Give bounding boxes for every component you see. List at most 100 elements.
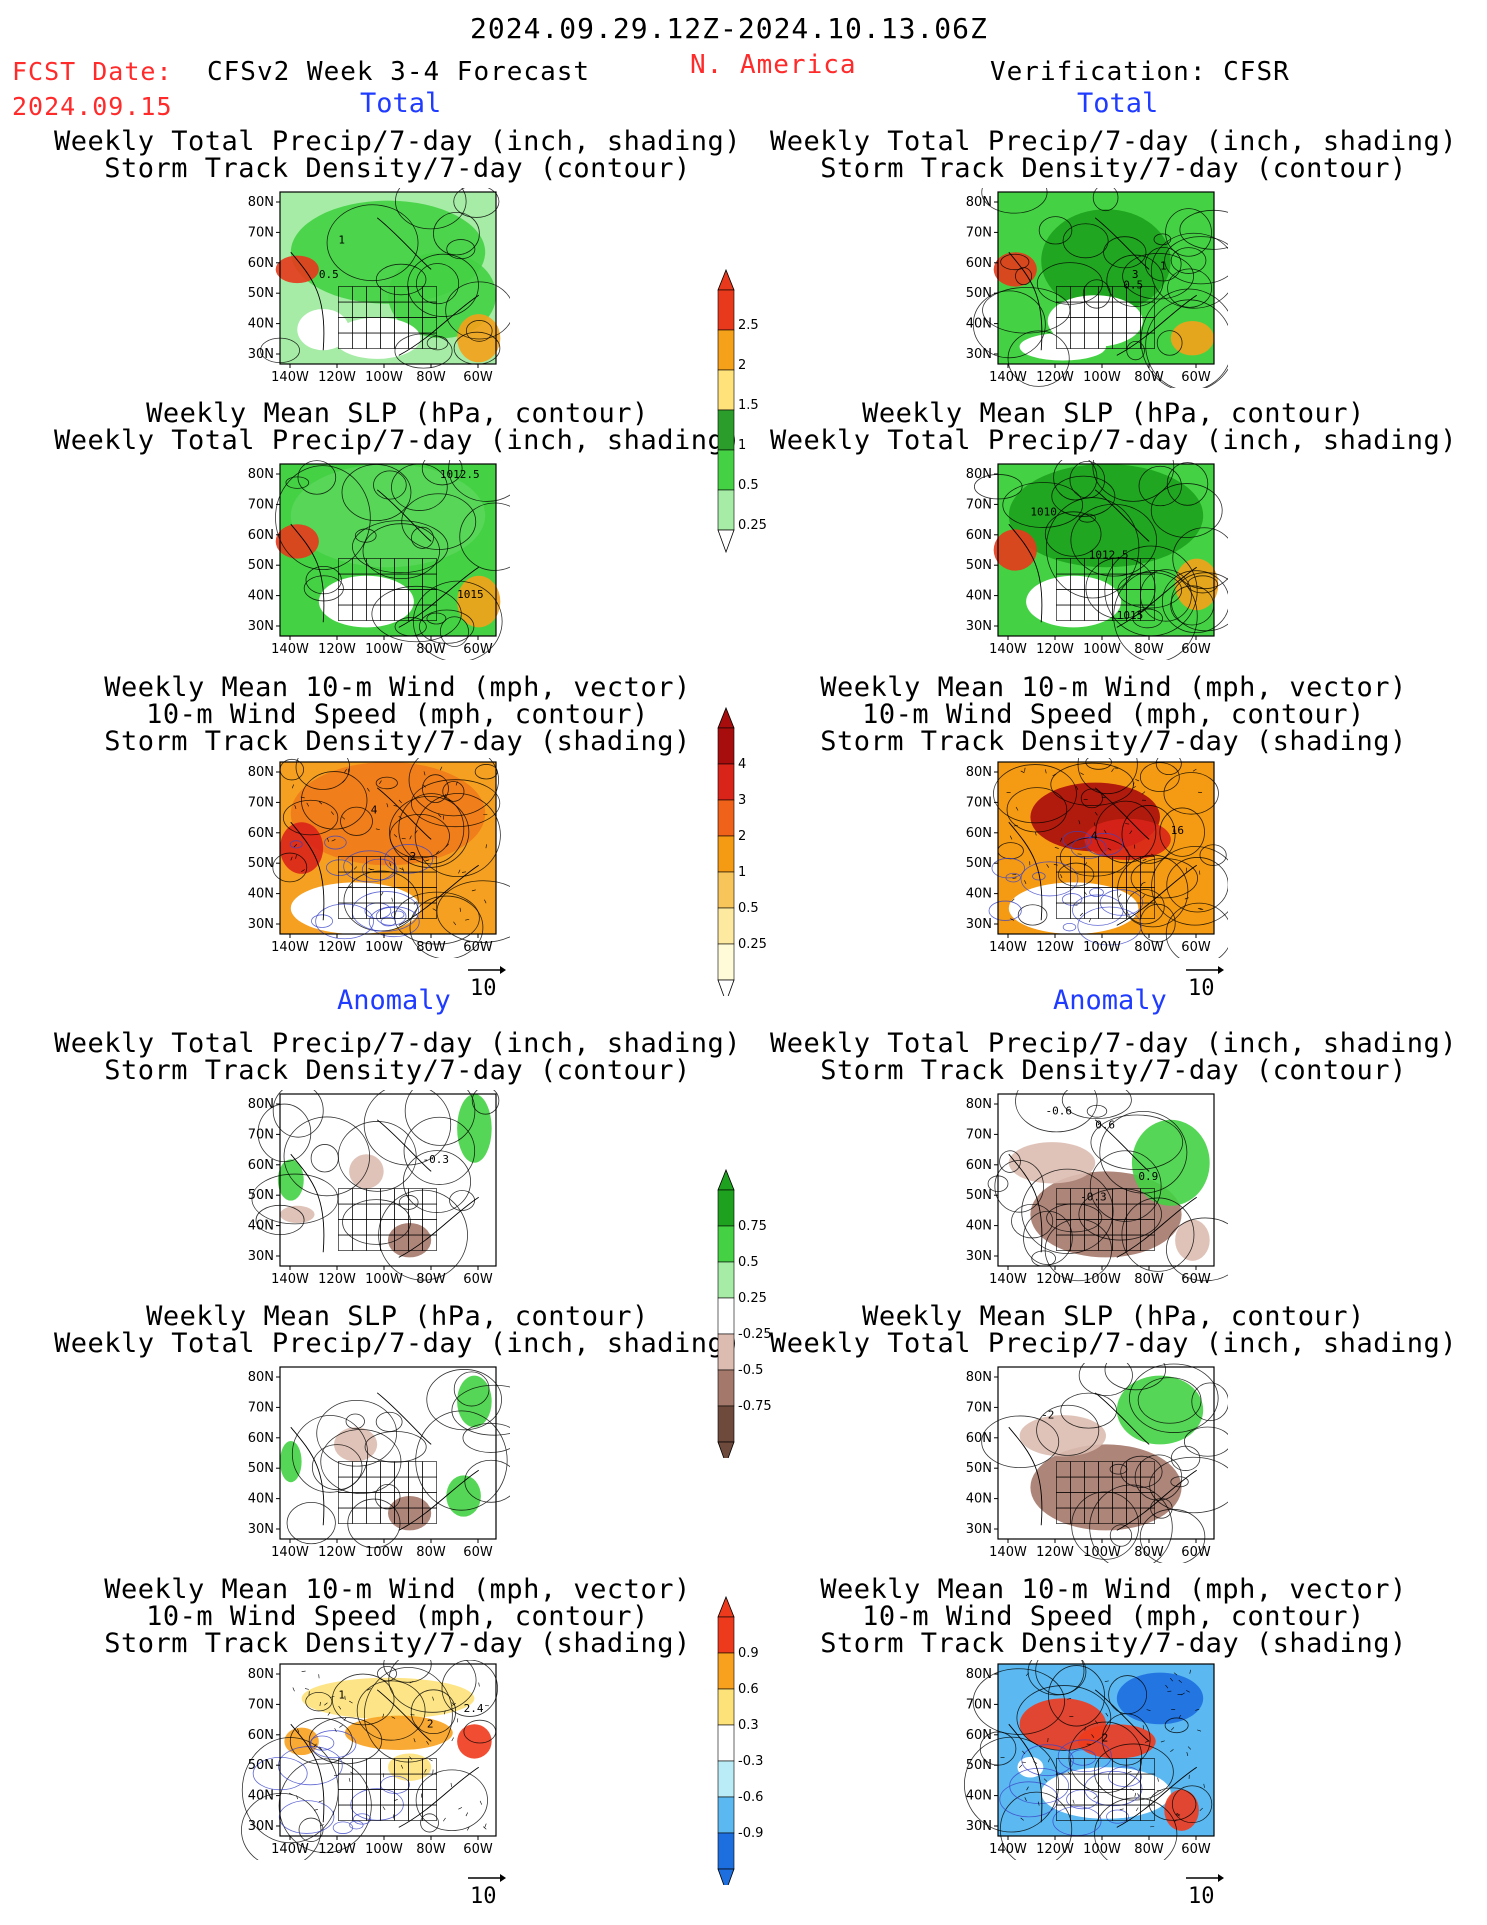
- contour-line: [285, 476, 310, 489]
- contour-line: [459, 502, 510, 571]
- contour-label: 1015: [1117, 609, 1144, 622]
- map-precip-storm-verify: 30.5 1 80N 70N 60N 50N 40N 30N 140W 120W 100W 80W 60…: [966, 188, 1228, 388]
- shading-patch: [1175, 1219, 1210, 1261]
- contour-label: 4: [1091, 829, 1098, 842]
- lat-tick-label: 60N: [248, 1728, 274, 1743]
- wind-vector: [350, 1771, 354, 1775]
- wind-vector: [1176, 1813, 1180, 1817]
- wind-vector: [426, 1741, 429, 1745]
- wind-vector: [1197, 907, 1202, 910]
- us-state-boundaries: [1056, 1461, 1155, 1524]
- wind-vector: [292, 1687, 295, 1692]
- contour-line: [286, 1501, 336, 1545]
- lon-tick-label: 140W: [989, 1842, 1027, 1857]
- lat-tick-label: 70N: [966, 1400, 992, 1415]
- lat-tick-label: 30N: [966, 917, 992, 932]
- wind-vector: [391, 897, 394, 902]
- lat-tick-label: 30N: [248, 917, 274, 932]
- contour-line: [411, 526, 434, 549]
- lat-tick-label: 40N: [966, 317, 992, 332]
- wind-vector: [471, 889, 476, 892]
- contour-line: [464, 1459, 510, 1503]
- wind-vector: [327, 837, 329, 842]
- lon-tick-label: 140W: [271, 940, 309, 955]
- contour-line: [1016, 1685, 1112, 1751]
- title-line: Storm Track Density/7-day (contour): [820, 1055, 1407, 1086]
- lon-tick-label: 140W: [989, 642, 1027, 657]
- contour-line: [1109, 1463, 1128, 1475]
- contour-line: [257, 1103, 312, 1163]
- contour-line: [474, 764, 498, 780]
- wind-vector: [458, 869, 461, 874]
- lat-tick-label: 40N: [248, 1492, 274, 1507]
- wind-vector: [1181, 1692, 1185, 1696]
- lat-tick-label: 70N: [966, 795, 992, 810]
- lon-tick-label: 140W: [271, 1272, 309, 1287]
- wind-vector: [339, 1724, 343, 1728]
- wind-vector: [1072, 1799, 1075, 1804]
- title-line: 10-m Wind Speed (mph, contour): [146, 699, 649, 730]
- lat-tick-label: 70N: [966, 1697, 992, 1712]
- colorbar-tick-label: -0.6: [738, 1790, 763, 1805]
- contour-line: [1044, 511, 1102, 557]
- coastline: [1008, 1119, 1197, 1258]
- contour-line: [310, 1144, 339, 1173]
- contour-line: [311, 1444, 363, 1491]
- wind-vector: [1135, 779, 1140, 782]
- wind-contour-line: [311, 914, 333, 928]
- contour-line: [451, 1384, 510, 1436]
- contour-label: -0.6: [1046, 1105, 1073, 1118]
- wind-contour-line: [289, 840, 303, 849]
- wind-vector: [1067, 1772, 1072, 1775]
- wind-vector: [413, 1738, 416, 1743]
- wind-vector: [1142, 858, 1147, 861]
- colorbar-precip-anom: 0.75 0.5 0.25 -0.25 -0.5 -0.75: [717, 1168, 772, 1458]
- contour-line: [1036, 262, 1103, 305]
- wind-vector: [293, 843, 298, 848]
- map-frame: [279, 1093, 497, 1267]
- wind-vector: [304, 1688, 309, 1690]
- title-p5: Weekly Mean 10-m Wind (mph, vector) 10-m…: [40, 674, 755, 755]
- lon-tick-label: 60W: [1181, 370, 1211, 385]
- lon-tick-label: 100W: [1083, 370, 1121, 385]
- contour-line: [375, 776, 398, 790]
- lon-tick-label: 80W: [416, 1272, 446, 1287]
- wind-vector: [1024, 1797, 1027, 1802]
- lon-tick-label: 100W: [365, 642, 403, 657]
- contour-line: [412, 580, 503, 660]
- wind-vector: [1165, 1684, 1169, 1689]
- contour-line: [1139, 762, 1180, 793]
- wind-contour-line: [1072, 894, 1124, 926]
- contour-label: 0.5: [1123, 278, 1143, 291]
- colorbar-tick-label: 0.5: [738, 478, 759, 493]
- colorbar-extend-bottom: [717, 1441, 735, 1458]
- contour-line: [1153, 233, 1172, 246]
- lat-tick-label: 50N: [248, 1461, 274, 1476]
- wind-vector: [444, 793, 447, 798]
- wind-vector: [1034, 831, 1037, 836]
- wind-vector: [451, 1702, 455, 1706]
- wind-contour-line: [1070, 836, 1107, 859]
- contour-line: [420, 1813, 439, 1833]
- lat-tick-label: 70N: [248, 225, 274, 240]
- wind-vector: [348, 885, 353, 888]
- wind-vector: [465, 918, 470, 921]
- colorbar-extend-bottom: [717, 979, 735, 996]
- colorbar-tick-label: -0.3: [738, 1754, 763, 1769]
- title-p12: Weekly Mean 10-m Wind (mph, vector) 10-m…: [756, 1576, 1471, 1657]
- title-line: Weekly Total Precip/7-day (inch, shading…: [54, 425, 741, 456]
- wind-contour-line: [375, 907, 407, 926]
- contour-line: [1082, 279, 1111, 309]
- shading-patch: [280, 1205, 315, 1223]
- colorbar-segment: [717, 1616, 735, 1654]
- wind-contour-line: [278, 1800, 335, 1834]
- wind-vector: [1094, 1720, 1098, 1725]
- lat-tick-label: 70N: [966, 497, 992, 512]
- contour-line: [1078, 513, 1096, 523]
- contour-label: 2: [1102, 1731, 1109, 1744]
- lon-tick-label: 140W: [989, 1272, 1027, 1287]
- title-p6: Weekly Mean 10-m Wind (mph, vector) 10-m…: [756, 674, 1471, 755]
- wind-vector: [342, 779, 346, 783]
- colorbar-tick-label: 0.75: [738, 1219, 767, 1234]
- wind-vector: [319, 1701, 321, 1706]
